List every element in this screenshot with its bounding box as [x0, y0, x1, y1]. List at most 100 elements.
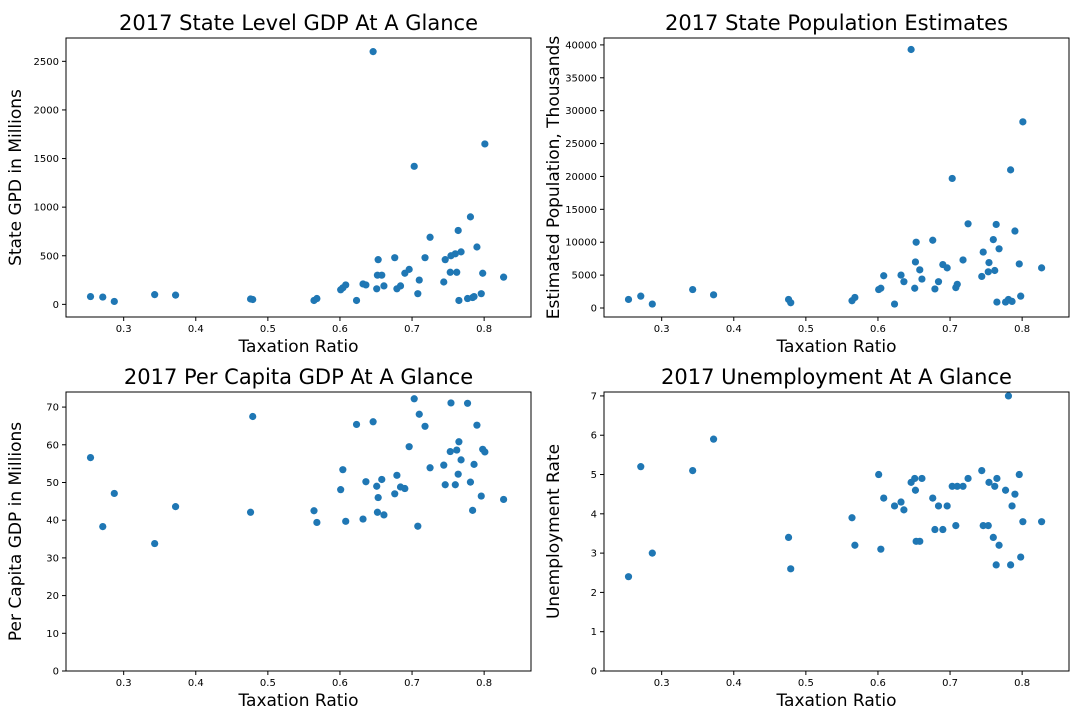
- data-point: [985, 259, 993, 267]
- x-axis-label: Taxation Ratio: [237, 691, 358, 711]
- data-point: [1008, 502, 1016, 510]
- data-point: [948, 482, 956, 490]
- data-point: [709, 435, 718, 443]
- data-point: [469, 293, 477, 302]
- data-point: [897, 498, 905, 506]
- data-point: [934, 278, 943, 286]
- x-axis-label: Taxation Ratio: [237, 337, 358, 357]
- y-axis-label: State GPD in Millions: [6, 89, 26, 266]
- data-point: [900, 278, 908, 286]
- x-tick-label: 0.3: [654, 678, 670, 689]
- data-point: [380, 282, 388, 290]
- data-point: [369, 418, 377, 426]
- data-point: [993, 298, 1001, 306]
- y-tick-label: 35000: [565, 73, 597, 84]
- data-point: [410, 395, 418, 403]
- y-tick-label: 50: [46, 478, 59, 489]
- x-tick-label: 0.4: [726, 324, 742, 335]
- data-point: [451, 481, 459, 489]
- data-point: [989, 533, 997, 541]
- data-point: [916, 266, 924, 274]
- data-point: [481, 140, 489, 148]
- data-point: [787, 299, 795, 307]
- data-point: [453, 446, 461, 454]
- data-point: [1017, 553, 1025, 561]
- data-point: [378, 475, 386, 484]
- y-tick-label: 5: [591, 470, 597, 481]
- data-point: [362, 281, 370, 289]
- y-tick-label: 30000: [565, 106, 597, 117]
- y-tick-label: 0: [591, 667, 597, 678]
- data-point: [918, 474, 926, 483]
- data-point: [1008, 297, 1016, 306]
- data-point: [313, 294, 321, 303]
- data-point: [978, 466, 986, 475]
- chart-title: 2017 State Level GDP At A Glance: [119, 11, 478, 35]
- data-point: [447, 399, 455, 407]
- data-point: [359, 515, 367, 523]
- data-point: [405, 443, 413, 451]
- data-point: [110, 297, 118, 306]
- y-tick-label: 7: [591, 391, 597, 402]
- x-tick-label: 0.7: [942, 324, 958, 335]
- data-point: [911, 258, 920, 266]
- chart-panel-2: 2017 State Population Estimates Taxation …: [544, 11, 1070, 357]
- data-point: [900, 506, 908, 514]
- data-point: [709, 291, 718, 299]
- data-point: [426, 233, 434, 241]
- x-axis-label: Taxation Ratio: [775, 691, 896, 711]
- plot-frame: [65, 37, 532, 318]
- data-point: [405, 265, 413, 273]
- data-point: [457, 456, 465, 464]
- data-point: [446, 268, 454, 276]
- data-point: [1019, 118, 1027, 126]
- chart-title: 2017 Per Capita GDP At A Glance: [124, 365, 473, 389]
- x-tick-label: 0.3: [116, 678, 132, 689]
- data-point: [440, 461, 448, 469]
- data-point: [421, 422, 429, 430]
- x-tick-label: 0.5: [260, 324, 276, 335]
- y-tick-label: 5000: [572, 271, 597, 282]
- data-point: [959, 256, 967, 264]
- x-tick-label: 0.8: [476, 324, 492, 335]
- y-tick-label: 15000: [565, 205, 597, 216]
- data-point: [249, 412, 257, 421]
- data-point: [446, 447, 454, 456]
- data-point: [689, 466, 697, 475]
- data-point: [637, 463, 645, 471]
- x-tick-label: 0.7: [942, 678, 958, 689]
- data-point: [931, 525, 939, 534]
- data-point: [455, 296, 463, 305]
- plot-frame: [65, 391, 532, 672]
- x-axis-label: Taxation Ratio: [775, 337, 896, 357]
- data-point: [880, 272, 888, 280]
- data-point: [939, 525, 947, 534]
- data-point: [86, 292, 95, 301]
- y-tick-label: 2000: [34, 105, 59, 116]
- x-tick-label: 0.4: [188, 678, 204, 689]
- data-point: [931, 285, 939, 293]
- data-point: [848, 514, 856, 522]
- y-tick-label: 30: [46, 553, 59, 564]
- data-point: [992, 220, 1000, 229]
- y-axis-label: Estimated Population, Thousands: [544, 36, 564, 320]
- x-tick-label: 0.6: [332, 324, 348, 335]
- x-tick-label: 0.6: [332, 678, 348, 689]
- data-point: [151, 539, 159, 548]
- data-point: [907, 45, 915, 54]
- data-point: [171, 291, 180, 299]
- data-point: [953, 482, 961, 490]
- data-point: [339, 466, 347, 474]
- data-point: [979, 522, 987, 530]
- data-point: [440, 278, 448, 286]
- chart-title: 2017 Unemployment At A Glance: [661, 365, 1012, 389]
- data-point: [952, 522, 960, 530]
- data-point: [466, 213, 475, 221]
- data-point: [1001, 486, 1010, 494]
- data-point: [414, 522, 422, 530]
- x-tick-label: 0.7: [404, 678, 420, 689]
- data-point: [470, 460, 478, 468]
- data-point: [374, 256, 382, 264]
- data-point: [473, 243, 481, 251]
